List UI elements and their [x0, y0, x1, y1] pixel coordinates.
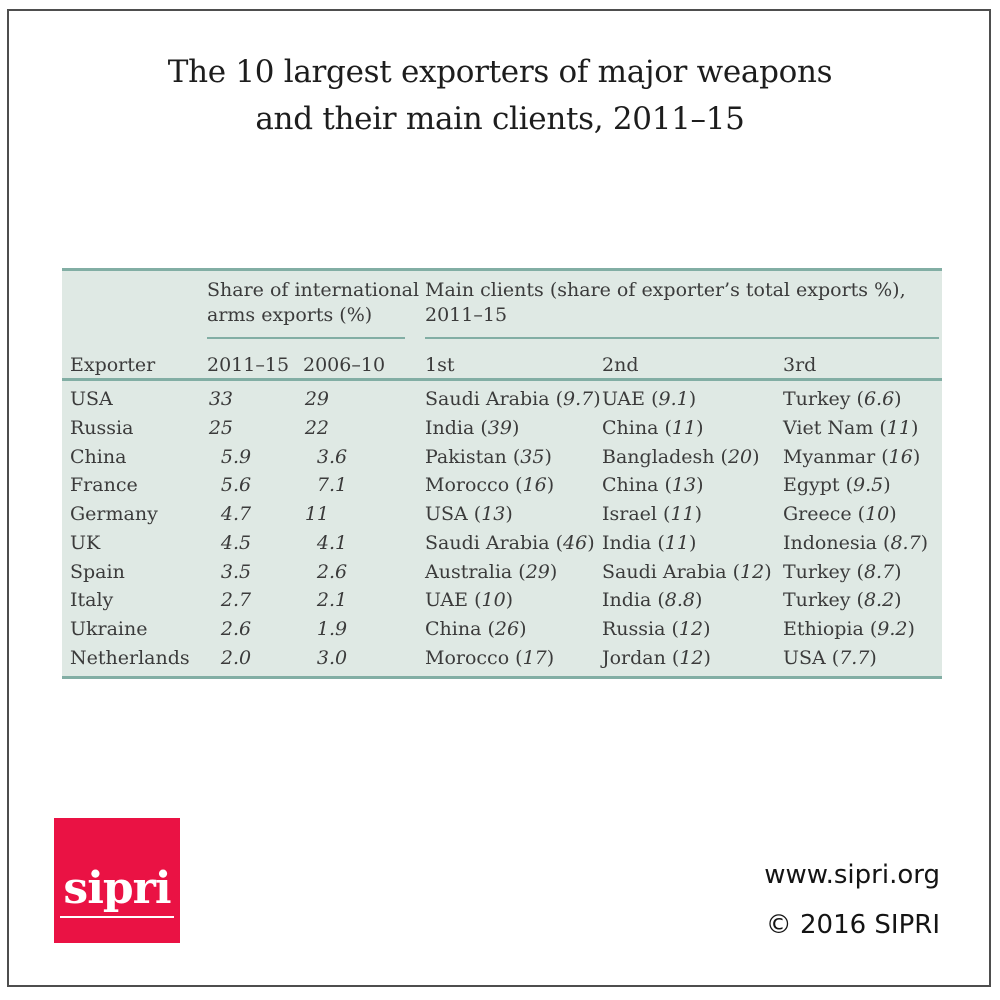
table-row: Ukraine 2.6 1.9 China (26) Russia (12) Ethiop…	[62, 615, 942, 644]
share-2006-10-cell: 4.1	[316, 531, 348, 554]
page-title: The 10 largest exporters of major weapon…	[0, 49, 1000, 143]
exporters-table: Share of international arms exports (%) …	[62, 268, 942, 679]
page-title-line1: The 10 largest exporters of major weapon…	[167, 54, 833, 90]
client-1st-cell: Saudi Arabia (46)	[425, 531, 595, 554]
client-3rd-cell: Egypt (9.5)	[783, 474, 891, 497]
client-2nd-cell: India (11)	[602, 531, 697, 554]
exporter-cell: Russia	[70, 416, 134, 439]
exporter-cell: China	[70, 445, 127, 468]
exporter-cell: UK	[70, 531, 101, 554]
share-2006-10-cell: 3.0	[316, 646, 348, 669]
sipri-logo: sipri	[54, 818, 180, 943]
column-group-share-label: Share of international arms exports (%)	[207, 279, 420, 326]
client-1st-cell: Morocco (17)	[425, 646, 555, 669]
table-row: Italy 2.7 2.1 UAE (10) India (8.8) Turkey (8.…	[62, 586, 942, 615]
client-1st-cell: Morocco (16)	[425, 474, 555, 497]
share-2011-15-cell: 33	[208, 388, 233, 410]
exporter-cell: Italy	[70, 589, 114, 612]
client-1st-cell: Pakistan (35)	[425, 445, 552, 468]
client-1st-cell: India (39)	[425, 416, 520, 439]
client-2nd-cell: UAE (9.1)	[602, 388, 697, 410]
share-2006-10-cell: 2.1	[316, 589, 348, 612]
client-2nd-cell: Russia (12)	[602, 618, 711, 640]
client-2nd-cell: China (11)	[602, 416, 704, 439]
column-header-2nd: 2nd	[602, 354, 639, 376]
share-2006-10-cell: 11	[304, 503, 329, 525]
client-1st-cell: Australia (29)	[425, 560, 558, 583]
table-row: Russia 25 22 India (39) China (11) Viet Nam (…	[62, 414, 942, 443]
share-2006-10-cell: 7.1	[316, 474, 348, 497]
share-2011-15-cell: 3.5	[220, 560, 252, 583]
client-2nd-cell: Israel (11)	[602, 503, 703, 525]
client-1st-cell: UAE (10)	[425, 589, 514, 612]
client-1st-cell: China (26)	[425, 618, 527, 640]
clients-group-underline	[425, 337, 939, 339]
column-header-3rd: 3rd	[783, 354, 817, 376]
client-3rd-cell: Ethiopia (9.2)	[783, 618, 915, 640]
exporter-cell: USA	[70, 388, 113, 410]
sipri-logo-text: sipri	[60, 867, 174, 918]
client-3rd-cell: Greece (10)	[783, 503, 897, 525]
column-header-2006-10: 2006–10	[303, 354, 386, 376]
client-2nd-cell: India (8.8)	[602, 589, 703, 612]
client-3rd-cell: Myanmar (16)	[783, 445, 921, 468]
share-2011-15-cell: 4.7	[220, 503, 252, 525]
client-2nd-cell: Bangladesh (20)	[602, 445, 760, 468]
share-2011-15-cell: 5.6	[220, 474, 252, 497]
page-title-line2: and their main clients, 2011–15	[255, 101, 745, 137]
column-header-exporter: Exporter	[70, 354, 156, 376]
share-2011-15-cell: 4.5	[220, 531, 252, 554]
column-header-1st: 1st	[425, 354, 455, 376]
header-divider	[62, 378, 942, 381]
share-2006-10-cell: 2.6	[316, 560, 348, 583]
share-2006-10-cell: 22	[304, 416, 329, 439]
exporter-cell: France	[70, 474, 138, 497]
column-group-clients-label: Main clients (share of exporter’s total …	[425, 279, 906, 326]
website-url: www.sipri.org	[764, 860, 940, 890]
share-2006-10-cell: 1.9	[316, 618, 348, 640]
client-1st-cell: Saudi Arabia (9.7)	[425, 388, 601, 410]
table-row: France 5.6 7.1 Morocco (16) China (13) Egypt …	[62, 471, 942, 500]
client-3rd-cell: Indonesia (8.7)	[783, 531, 929, 554]
client-2nd-cell: China (13)	[602, 474, 704, 497]
client-3rd-cell: USA (7.7)	[783, 646, 877, 669]
share-2011-15-cell: 2.7	[220, 589, 252, 612]
table-row: USA 33 29 Saudi Arabia (9.7) UAE (9.1) Turkey…	[62, 385, 942, 414]
client-3rd-cell: Viet Nam (11)	[783, 416, 919, 439]
share-2011-15-cell: 5.9	[220, 445, 252, 468]
client-1st-cell: USA (13)	[425, 503, 513, 525]
copyright-notice: © 2016 SIPRI	[765, 910, 940, 940]
client-2nd-cell: Jordan (12)	[602, 646, 711, 669]
exporter-cell: Germany	[70, 503, 158, 525]
table-rows: USA 33 29 Saudi Arabia (9.7) UAE (9.1) Turkey…	[62, 385, 942, 673]
share-2006-10-cell: 3.6	[316, 445, 348, 468]
share-2011-15-cell: 25	[208, 416, 233, 439]
client-2nd-cell: Saudi Arabia (12)	[602, 560, 772, 583]
table-row: Netherlands 2.0 3.0 Morocco (17) Jordan (12)…	[62, 644, 942, 673]
client-3rd-cell: Turkey (8.7)	[783, 560, 902, 583]
share-2006-10-cell: 29	[304, 388, 329, 410]
exporter-cell: Spain	[70, 560, 125, 583]
table-row: Spain 3.5 2.6 Australia (29) Saudi Arabia (1…	[62, 558, 942, 587]
table-row: UK 4.5 4.1 Saudi Arabia (46) India (11) Indon…	[62, 529, 942, 558]
share-group-underline	[207, 337, 405, 339]
share-2011-15-cell: 2.0	[220, 646, 252, 669]
client-3rd-cell: Turkey (8.2)	[783, 589, 902, 612]
column-header-2011-15: 2011–15	[207, 354, 290, 376]
table-row: Germany 4.7 11 USA (13) Israel (11) Greece (1…	[62, 500, 942, 529]
client-3rd-cell: Turkey (6.6)	[783, 388, 902, 410]
table-row: China 5.9 3.6 Pakistan (35) Bangladesh (20) M…	[62, 443, 942, 472]
share-2011-15-cell: 2.6	[220, 618, 252, 640]
exporter-cell: Ukraine	[70, 618, 148, 640]
exporter-cell: Netherlands	[70, 646, 190, 669]
